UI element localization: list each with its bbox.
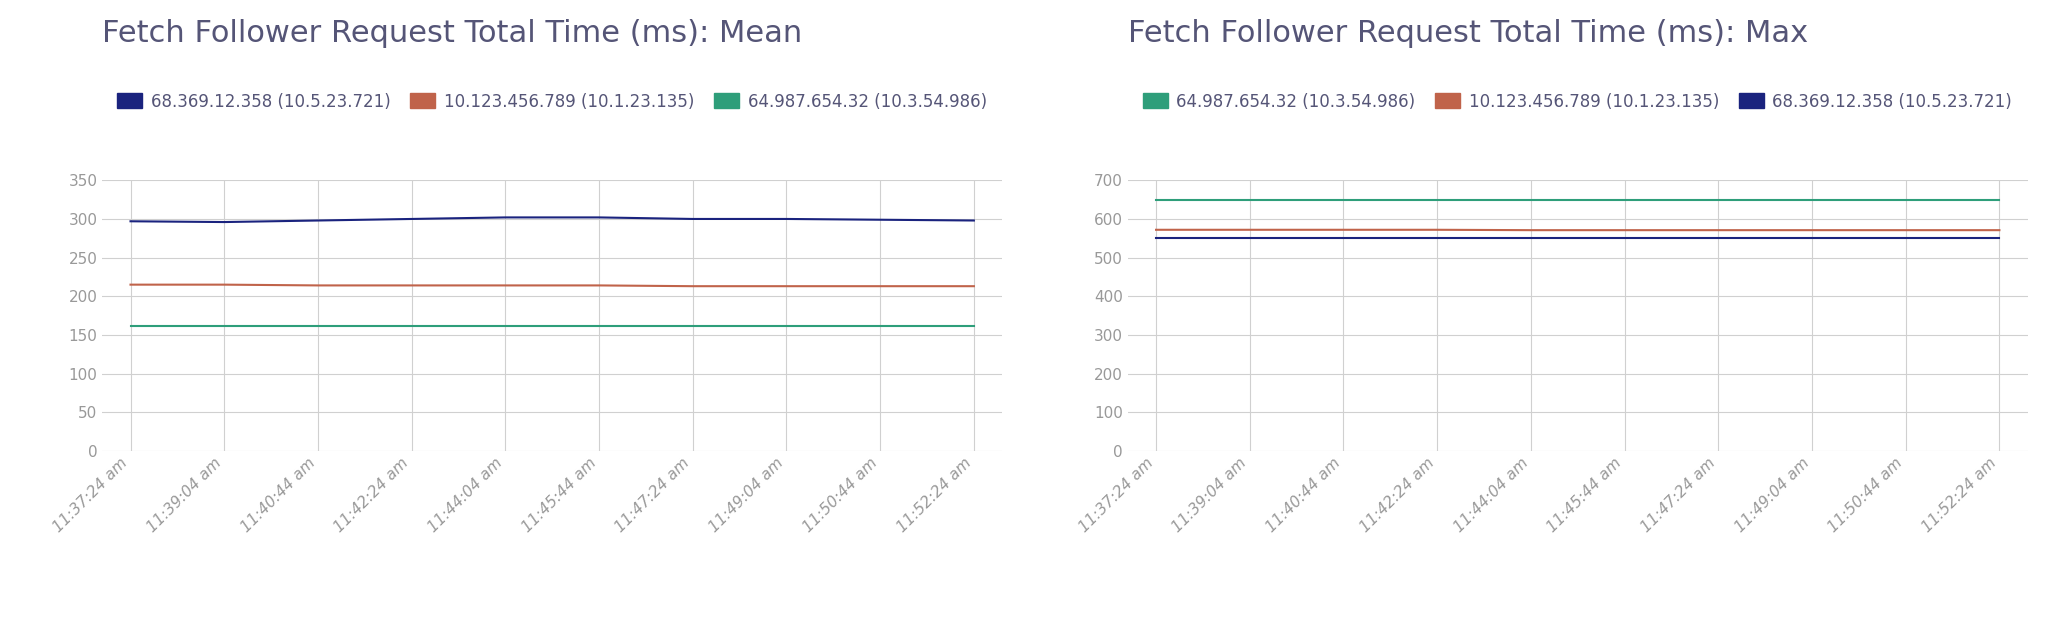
Legend: 64.987.654.32 (10.3.54.986), 10.123.456.789 (10.1.23.135), 68.369.12.358 (10.5.2: 64.987.654.32 (10.3.54.986), 10.123.456.… [1137,86,2019,117]
Text: Fetch Follower Request Total Time (ms): Max: Fetch Follower Request Total Time (ms): … [1128,19,1808,48]
Text: Fetch Follower Request Total Time (ms): Mean: Fetch Follower Request Total Time (ms): … [102,19,803,48]
Legend: 68.369.12.358 (10.5.23.721), 10.123.456.789 (10.1.23.135), 64.987.654.32 (10.3.5: 68.369.12.358 (10.5.23.721), 10.123.456.… [111,86,993,117]
